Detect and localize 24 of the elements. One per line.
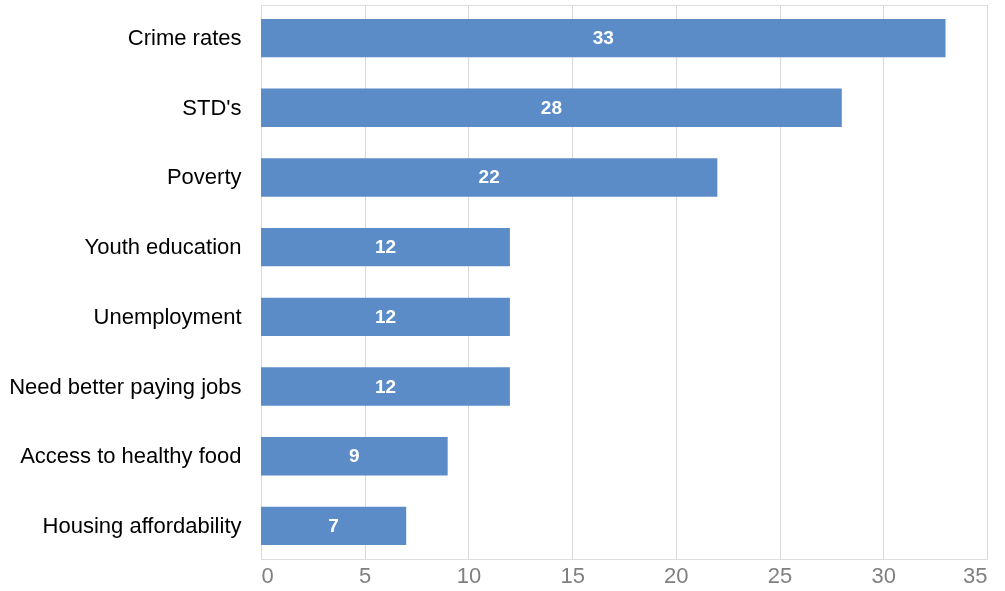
data-label: 33 [592, 27, 614, 49]
x-tick-label: 35 [963, 562, 988, 588]
data-label: 12 [374, 236, 397, 258]
data-label: 7 [328, 514, 339, 536]
y-tick-label: Access to healthy food [20, 443, 242, 469]
x-tick-label: 25 [767, 562, 793, 588]
y-tick-label: Need better paying jobs [9, 373, 242, 399]
x-tick-label: 0 [261, 562, 274, 588]
x-tick-label: 20 [664, 562, 689, 588]
x-tick-label: 15 [560, 562, 585, 588]
data-label: 12 [374, 305, 397, 327]
x-tick-label: 5 [359, 562, 372, 588]
x-tick-label: 10 [456, 562, 482, 588]
x-tick-label: 30 [871, 562, 897, 588]
y-tick-label: STD's [182, 94, 242, 120]
y-tick-label: Poverty [166, 164, 242, 190]
y-tick-label: Youth education [84, 234, 242, 260]
data-label: 12 [374, 375, 397, 397]
y-tick-label: Crime rates [127, 25, 242, 51]
y-tick-label: Unemployment [93, 303, 242, 329]
data-label: 22 [478, 166, 500, 188]
y-tick-label: Housing affordability [42, 512, 242, 538]
data-label: 28 [540, 96, 562, 118]
data-label: 9 [349, 445, 360, 467]
